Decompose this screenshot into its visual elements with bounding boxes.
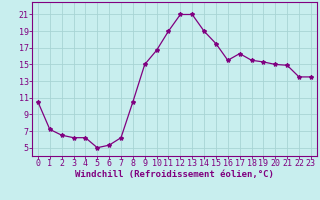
X-axis label: Windchill (Refroidissement éolien,°C): Windchill (Refroidissement éolien,°C) (75, 170, 274, 179)
